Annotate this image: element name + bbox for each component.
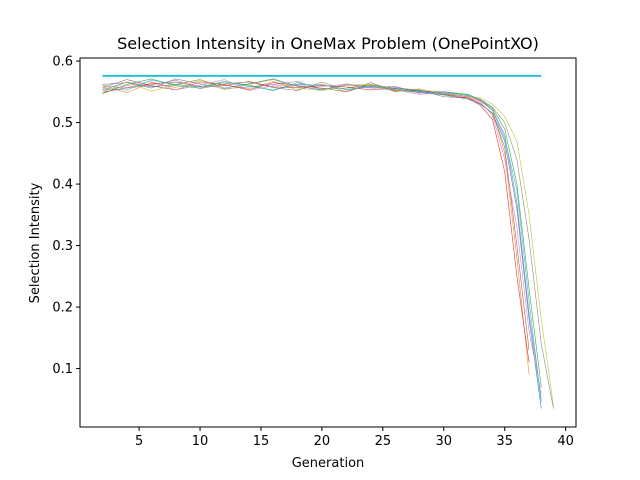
x-tick-label: 15 — [253, 434, 270, 449]
y-tick-label: 0.2 — [52, 301, 73, 316]
series-line-7 — [102, 79, 542, 394]
y-tick-label: 0.3 — [52, 239, 73, 254]
y-axis: 0.1 0.2 0.3 0.4 0.5 0.6 — [52, 55, 80, 377]
y-axis-label: Selection Intensity — [28, 182, 43, 303]
x-tick-label: 35 — [496, 434, 513, 449]
series-line-6 — [102, 79, 530, 351]
x-tick-label: 25 — [375, 434, 392, 449]
plot-area — [79, 57, 577, 428]
x-axis: 5 10 15 20 25 30 35 40 — [135, 427, 574, 449]
x-tick-label: 5 — [135, 434, 143, 449]
axes-frame — [79, 57, 577, 428]
series-layer — [102, 78, 554, 409]
x-tick-label: 30 — [436, 434, 453, 449]
y-tick-label: 0.6 — [52, 55, 73, 70]
series-line-10 — [102, 79, 542, 403]
series-line-5 — [102, 78, 542, 400]
series-line-9 — [102, 79, 554, 406]
x-tick-label: 10 — [192, 434, 209, 449]
y-tick-label: 0.4 — [52, 178, 73, 193]
x-tick-label: 40 — [557, 434, 574, 449]
y-tick-label: 0.5 — [52, 116, 73, 131]
x-tick-label: 20 — [314, 434, 331, 449]
chart-title: Selection Intensity in OneMax Problem (O… — [117, 34, 539, 53]
y-tick-label: 0.1 — [52, 362, 73, 377]
x-axis-label: Generation — [292, 456, 365, 471]
